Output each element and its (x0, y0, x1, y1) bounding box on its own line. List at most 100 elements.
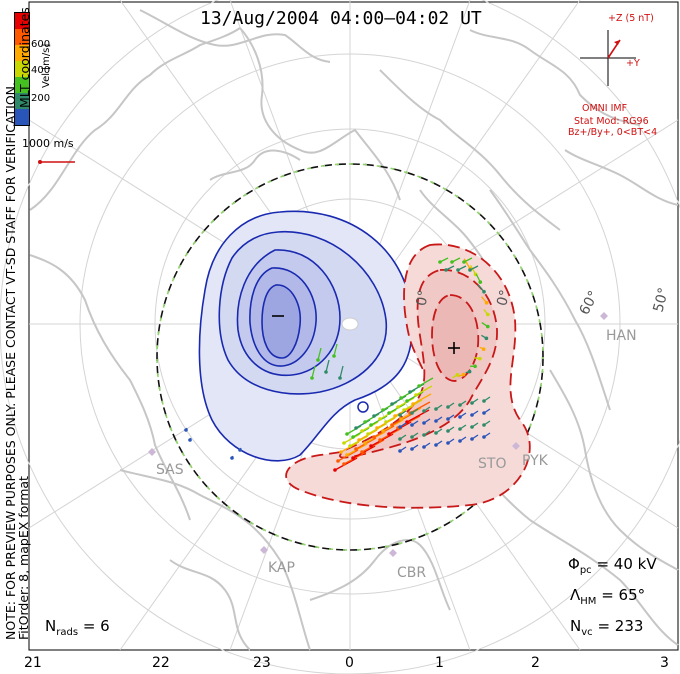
velocity-vector-origin (378, 438, 382, 442)
mlt-hour-23: 23 (253, 655, 271, 671)
velocity-vector (397, 397, 415, 408)
velocity-vector-origin (411, 402, 415, 406)
velocity-vector (355, 419, 371, 429)
colorbar-swatch (15, 109, 29, 125)
velocity-vector-origin (324, 370, 328, 374)
imf-model: Stat Mod: RG96 (574, 116, 649, 127)
imf-z-label: +Z (5 nT) (608, 13, 654, 24)
velocity-vector-origin (339, 450, 343, 454)
velocity-vector-origin (336, 459, 340, 463)
velocity-vector-origin (354, 426, 358, 430)
colorbar-label: Vel [m/s] (41, 43, 52, 88)
velocity-vector-origin (422, 421, 426, 425)
velocity-vector-origin (408, 390, 412, 394)
coastlines (29, 9, 679, 651)
velocity-vector-origin (422, 409, 426, 413)
stat-nrads-symbol: N (45, 617, 57, 635)
colorbar-swatch (15, 77, 29, 93)
velocity-vector (311, 365, 316, 379)
velocity-vector-origin (470, 437, 474, 441)
velocity-vector-origin (238, 448, 242, 452)
velocity-vector-origin (482, 411, 486, 415)
velocity-vector-origin (381, 429, 385, 433)
velocity-vector (406, 391, 424, 402)
velocity-vectors (184, 257, 491, 472)
velocity-vector-origin (342, 441, 346, 445)
velocity-vector-origin (372, 435, 376, 439)
velocity-vector-origin (450, 260, 454, 264)
velocity-vector (317, 347, 322, 361)
velocity-vector (334, 457, 358, 471)
velocity-vector-origin (360, 450, 364, 454)
velocity-vector-origin (414, 393, 418, 397)
velocity-vector-origin (458, 439, 462, 443)
velocity-vector-origin (434, 443, 438, 447)
velocity-vector-origin (481, 347, 486, 352)
colorbar-swatch (15, 29, 29, 45)
velocity-vector-origin (310, 376, 314, 380)
velocity-vector-origin (458, 427, 462, 431)
colorbar-swatch (15, 61, 29, 77)
velocity-vector (352, 427, 370, 438)
velocity-vector (415, 385, 433, 396)
velocity-vector-origin (458, 403, 462, 407)
velocity-vector (400, 389, 416, 399)
velocity-vector-origin (482, 423, 486, 427)
mlt-hour-2: 2 (531, 655, 540, 671)
velocity-vector (382, 401, 398, 411)
velocity-vector-origin (399, 417, 403, 421)
velocity-vector-origin (470, 401, 474, 405)
velocity-vector-origin (363, 441, 367, 445)
velocity-vector-origin (470, 413, 474, 417)
mlt-hour-1: 1 (435, 655, 444, 671)
velocity-vector (379, 427, 403, 441)
stat-nvc-value: = 233 (597, 617, 644, 635)
velocity-vector (409, 401, 431, 414)
velocity-vector-origin (390, 423, 394, 427)
stat-nvc: Nvc = 233 (570, 617, 643, 638)
velocity-vector-origin (456, 268, 460, 272)
velocity-vector-origin (348, 444, 352, 448)
stat-lambda-hm: ΛHM = 65° (570, 586, 645, 607)
velocity-vector-origin (333, 468, 337, 472)
velocity-vector (370, 433, 394, 447)
velocity-vector-origin (438, 260, 442, 264)
velocity-vector-origin (473, 364, 477, 369)
velocity-vector-origin (446, 417, 450, 421)
velocity-vector-origin (387, 411, 391, 415)
velocity-vector-origin (446, 429, 450, 433)
station-kap: KAP (268, 560, 295, 576)
velocity-vector-origin (434, 431, 438, 435)
preview-note: NOTE: FOR PREVIEW PURPOSES ONLY. PLEASE … (3, 82, 31, 640)
station-sas: SAS (156, 462, 184, 478)
imf-source: OMNI IMF (582, 103, 628, 114)
velocity-vector-origin (360, 429, 364, 433)
velocity-vector-origin (369, 423, 373, 427)
stat-lambda-sub: HM (580, 596, 597, 607)
velocity-vector-origin (342, 462, 346, 466)
velocity-vector-origin (410, 423, 414, 427)
stat-phi-value: = 40 kV (596, 555, 657, 573)
velocity-vector-origin (384, 420, 388, 424)
station-cbr: CBR (397, 565, 427, 581)
velocity-vector-origin (372, 414, 376, 418)
velocity-vector-origin (188, 438, 192, 442)
velocity-vector-origin (399, 396, 403, 400)
colorbar-swatch (15, 93, 29, 109)
velocity-vector-origin (478, 356, 482, 361)
stat-lambda-symbol: Λ (570, 586, 581, 604)
velocity-vector-origin (398, 437, 402, 441)
velocity-vector-origin (345, 432, 349, 436)
velocity-vector-origin (398, 449, 402, 453)
imf-y-label: +Y (626, 58, 640, 69)
velocity-vector (333, 343, 338, 357)
velocity-vector-origin (417, 384, 421, 388)
velocity-vector-origin (402, 408, 406, 412)
velocity-vector (343, 433, 361, 444)
plot-frame (28, 1, 679, 651)
velocity-vector-origin (184, 428, 188, 432)
stat-phi-symbol: Φ (568, 555, 580, 573)
velocity-vector-origin (398, 413, 402, 417)
pole-marker (341, 317, 359, 331)
velocity-vector-origin (410, 447, 414, 451)
